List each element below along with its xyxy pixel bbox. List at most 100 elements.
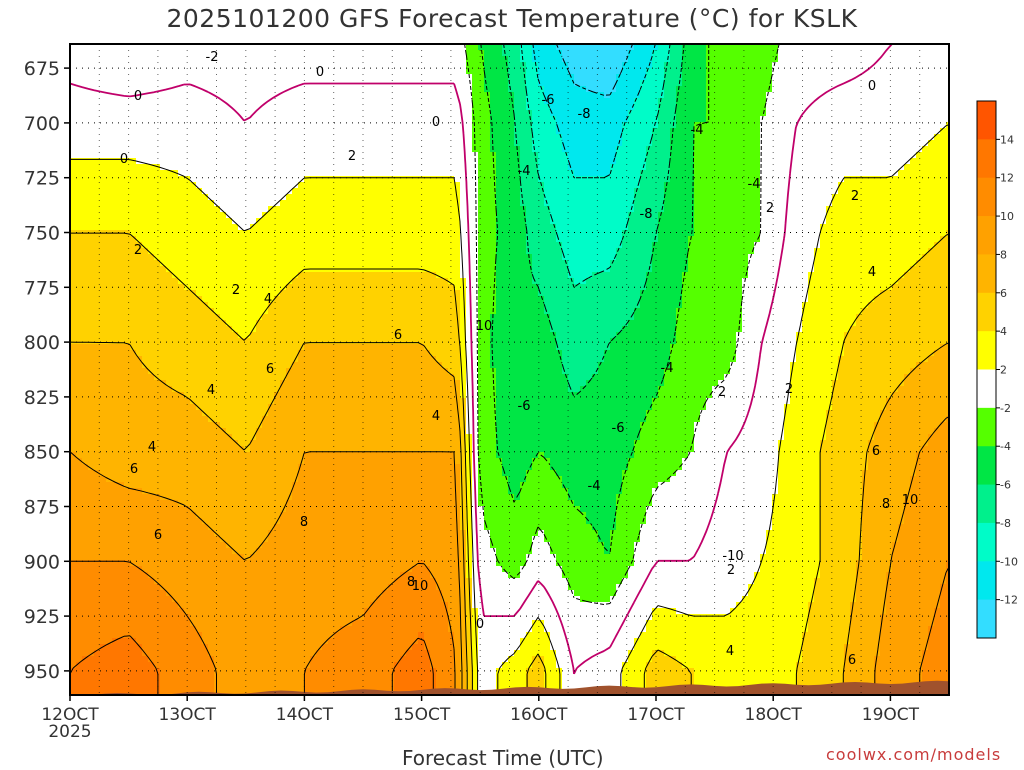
field-cell — [286, 254, 293, 261]
field-cell — [124, 554, 131, 561]
field-cell — [280, 482, 287, 489]
field-cell — [76, 278, 83, 285]
field-cell — [298, 218, 305, 225]
field-cell — [94, 290, 101, 297]
field-cell — [292, 506, 299, 513]
field-cell — [274, 110, 281, 117]
field-cell — [112, 260, 119, 267]
field-cell — [124, 152, 131, 159]
field-cell — [142, 68, 149, 75]
field-cell — [304, 374, 311, 381]
field-cell — [214, 488, 221, 495]
field-cell — [250, 290, 257, 297]
field-cell — [214, 44, 221, 51]
field-cell — [268, 404, 275, 411]
field-cell — [166, 620, 173, 627]
field-cell — [154, 44, 161, 51]
field-cell — [142, 236, 149, 243]
field-cell — [118, 404, 125, 411]
field-cell — [298, 668, 305, 675]
field-cell — [184, 494, 191, 501]
field-cell — [334, 458, 341, 465]
field-cell — [244, 584, 251, 591]
field-cell — [88, 404, 95, 411]
field-cell — [208, 644, 215, 651]
field-cell — [256, 668, 263, 675]
field-cell — [226, 686, 233, 693]
field-cell — [262, 236, 269, 243]
field-cell — [220, 632, 227, 639]
field-cell — [106, 290, 113, 297]
field-cell — [316, 296, 323, 303]
field-cell — [262, 602, 269, 609]
field-cell — [136, 320, 143, 327]
field-cell — [196, 482, 203, 489]
field-cell — [256, 254, 263, 261]
field-cell — [70, 50, 77, 57]
field-cell — [76, 692, 83, 695]
field-cell — [298, 68, 305, 75]
field-cell — [226, 620, 233, 627]
field-cell — [142, 326, 149, 333]
field-cell — [148, 242, 155, 249]
field-cell — [112, 308, 119, 315]
field-cell — [274, 542, 281, 549]
field-cell — [82, 176, 89, 183]
field-cell — [208, 626, 215, 633]
field-cell — [172, 236, 179, 243]
field-cell — [118, 152, 125, 159]
field-cell — [76, 644, 83, 651]
field-cell — [244, 572, 251, 579]
field-cell — [310, 164, 317, 171]
field-cell — [184, 392, 191, 399]
field-cell — [106, 566, 113, 573]
field-cell — [298, 584, 305, 591]
field-cell — [334, 602, 341, 609]
field-cell — [172, 140, 179, 147]
field-cell — [130, 566, 137, 573]
field-cell — [118, 398, 125, 405]
field-cell — [154, 194, 161, 201]
field-cell — [286, 530, 293, 537]
field-cell — [154, 74, 161, 81]
field-cell — [340, 362, 347, 369]
field-cell — [262, 542, 269, 549]
field-cell — [148, 590, 155, 597]
field-cell — [232, 368, 239, 375]
field-cell — [268, 674, 275, 681]
field-cell — [88, 650, 95, 657]
field-cell — [322, 566, 329, 573]
field-cell — [178, 134, 185, 141]
field-cell — [304, 98, 311, 105]
field-cell — [238, 392, 245, 399]
field-cell — [142, 452, 149, 459]
field-cell — [172, 128, 179, 135]
field-cell — [280, 110, 287, 117]
field-cell — [226, 260, 233, 267]
field-cell — [298, 554, 305, 561]
field-cell — [226, 344, 233, 351]
field-cell — [148, 440, 155, 447]
field-cell — [334, 446, 341, 453]
field-cell — [124, 74, 131, 81]
field-cell — [136, 494, 143, 501]
field-cell — [304, 158, 311, 165]
field-cell — [208, 320, 215, 327]
field-cell — [220, 680, 227, 687]
field-cell — [334, 428, 341, 435]
field-cell — [280, 218, 287, 225]
field-cell — [70, 596, 77, 603]
field-cell — [118, 476, 125, 483]
field-cell — [124, 164, 131, 171]
field-cell — [250, 674, 257, 681]
field-cell — [70, 320, 77, 327]
field-cell — [262, 134, 269, 141]
field-cell — [100, 272, 107, 279]
field-cell — [208, 248, 215, 255]
field-cell — [316, 116, 323, 123]
field-cell — [334, 242, 341, 249]
field-cell — [304, 146, 311, 153]
field-cell — [166, 338, 173, 345]
field-cell — [172, 134, 179, 141]
field-cell — [70, 170, 77, 177]
